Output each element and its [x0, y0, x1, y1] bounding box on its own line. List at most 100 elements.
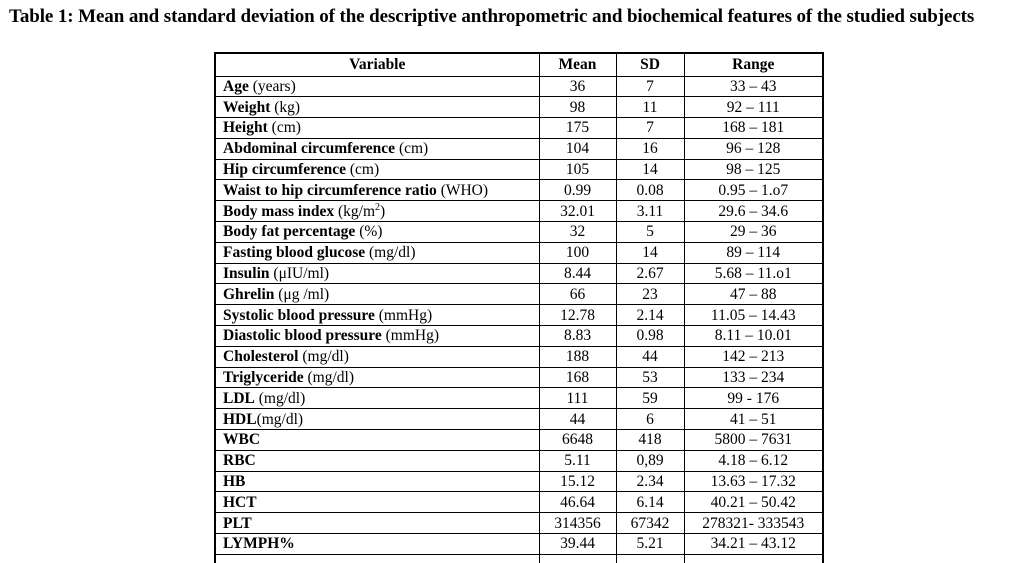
sd-value: 16	[615, 137, 685, 160]
variable-unit: (mg/dl)	[254, 389, 306, 407]
sd-value: 6	[615, 408, 685, 431]
mean-value: 98	[538, 96, 617, 119]
mean-value: 32.01	[538, 200, 617, 223]
table-row: Systolic blood pressure (mmHg) 12.78 2.1…	[214, 304, 824, 327]
variable-cell: Cholesterol (mg/dl)	[214, 345, 540, 368]
range-value: 96 – 128	[683, 137, 824, 160]
variable-unit: (kg)	[270, 98, 301, 116]
variable-cell: HB	[214, 470, 540, 493]
variable-unit: (cm)	[345, 161, 380, 179]
sd-value: 0.98	[615, 325, 685, 347]
mean-value: 32	[538, 221, 617, 243]
variable-unit: (mg/dl)	[298, 348, 349, 366]
variable-name: Systolic blood pressure	[223, 306, 375, 324]
mean-value: 5.11	[538, 449, 617, 472]
mean-value: 46.64	[538, 491, 617, 514]
variable-name: Diastolic blood pressure	[223, 327, 382, 345]
variable-unit: (cm)	[395, 140, 429, 158]
range-value: 29.6 – 34.6	[683, 200, 824, 223]
sd-value: 5	[615, 221, 685, 243]
header-mean: Mean	[538, 52, 617, 77]
variable-unit: (WHO)	[436, 181, 489, 199]
clipped-next-row	[214, 553, 824, 563]
sd-value: 2.67	[615, 262, 685, 285]
range-value: 29 – 36	[683, 221, 824, 243]
range-value: 98 – 125	[683, 158, 824, 181]
variable-unit: (cm)	[267, 119, 301, 137]
sd-value: 7	[615, 75, 685, 98]
mean-value: 66	[538, 283, 617, 306]
sd-value: 2.14	[615, 304, 685, 327]
variable-name: Triglyceride	[223, 369, 304, 387]
range-value: 11.05 – 14.43	[683, 304, 824, 327]
variable-cell: WBC	[214, 429, 540, 451]
variable-cell: RBC	[214, 449, 540, 472]
variable-name: Ghrelin	[223, 285, 275, 303]
mean-value: 100	[538, 241, 617, 264]
mean-value: 44	[538, 408, 617, 431]
range-value: 41 – 51	[683, 408, 824, 431]
range-value: 34.21 – 43.12	[683, 533, 824, 555]
sd-value: 0.08	[615, 179, 685, 202]
sd-value: 44	[615, 345, 685, 368]
variable-cell: PLT	[214, 512, 540, 535]
variable-cell: Weight (kg)	[214, 96, 540, 119]
variable-cell: Systolic blood pressure (mmHg)	[214, 304, 540, 327]
table-row: Abdominal circumference (cm) 104 16 96 –…	[214, 137, 824, 160]
variable-name: Abdominal circumference	[223, 140, 396, 158]
range-value: 13.63 – 17.32	[683, 470, 824, 493]
variable-unit: (%)	[355, 223, 383, 241]
variable-cell: Abdominal circumference (cm)	[214, 137, 540, 160]
range-value: 89 – 114	[683, 241, 824, 264]
sd-value: 53	[615, 366, 685, 389]
variable-unit: (kg/m	[334, 202, 376, 220]
mean-value: 8.44	[538, 262, 617, 285]
variable-cell: Hip circumference (cm)	[214, 158, 540, 181]
table-row: HCT 46.64 6.14 40.21 – 50.42	[214, 491, 824, 514]
table-caption: Table 1: Mean and standard deviation of …	[9, 6, 975, 27]
mean-value: 105	[538, 158, 617, 181]
variable-name: Waist to hip circumference ratio	[223, 181, 437, 199]
sd-value: 418	[615, 429, 685, 451]
anthropometric-biochemical-table: Variable Mean SD Range Age (years) 36 7 …	[214, 52, 824, 563]
sd-value: 2.34	[615, 470, 685, 493]
mean-value: 111	[538, 387, 617, 410]
variable-cell: Age (years)	[214, 75, 540, 98]
sd-value: 0,89	[615, 449, 685, 472]
variable-name: RBC	[223, 452, 256, 470]
table-row: Insulin (μIU/ml) 8.44 2.67 5.68 – 11.o1	[214, 262, 824, 285]
range-value: 8.11 – 10.01	[683, 325, 824, 347]
sd-value: 67342	[615, 512, 685, 535]
table-row: LDL (mg/dl) 111 59 99 - 176	[214, 387, 824, 410]
table-row: Cholesterol (mg/dl) 188 44 142 – 213	[214, 345, 824, 368]
mean-value: 168	[538, 366, 617, 389]
clipped-cell	[683, 553, 824, 563]
range-value: 92 – 111	[683, 96, 824, 119]
sd-value: 59	[615, 387, 685, 410]
mean-value: 8.83	[538, 325, 617, 347]
header-variable: Variable	[214, 52, 540, 77]
variable-name: Weight	[223, 98, 271, 116]
variable-name: Hip circumference	[223, 161, 346, 179]
variable-cell: HCT	[214, 491, 540, 514]
mean-value: 39.44	[538, 533, 617, 555]
range-value: 5800 – 7631	[683, 429, 824, 451]
table-row: LYMPH% 39.44 5.21 34.21 – 43.12	[214, 533, 824, 555]
variable-name: Age	[223, 77, 249, 95]
mean-value: 6648	[538, 429, 617, 451]
variable-name: HB	[223, 473, 246, 491]
variable-unit: (mg/dl)	[256, 410, 304, 428]
variable-cell: Diastolic blood pressure (mmHg)	[214, 325, 540, 347]
clipped-cell	[538, 553, 617, 563]
variable-name: Body mass index	[223, 202, 335, 220]
range-value: 4.18 – 6.12	[683, 449, 824, 472]
variable-cell: Triglyceride (mg/dl)	[214, 366, 540, 389]
table-row: Waist to hip circumference ratio (WHO) 0…	[214, 179, 824, 202]
variable-cell: HDL(mg/dl)	[214, 408, 540, 431]
variable-unit: (mg/dl)	[303, 369, 355, 387]
variable-name: Body fat percentage	[223, 223, 356, 241]
clipped-cell	[214, 553, 540, 563]
table-row: Age (years) 36 7 33 – 43	[214, 75, 824, 98]
variable-name: Fasting blood glucose	[223, 244, 366, 262]
sd-value: 23	[615, 283, 685, 306]
